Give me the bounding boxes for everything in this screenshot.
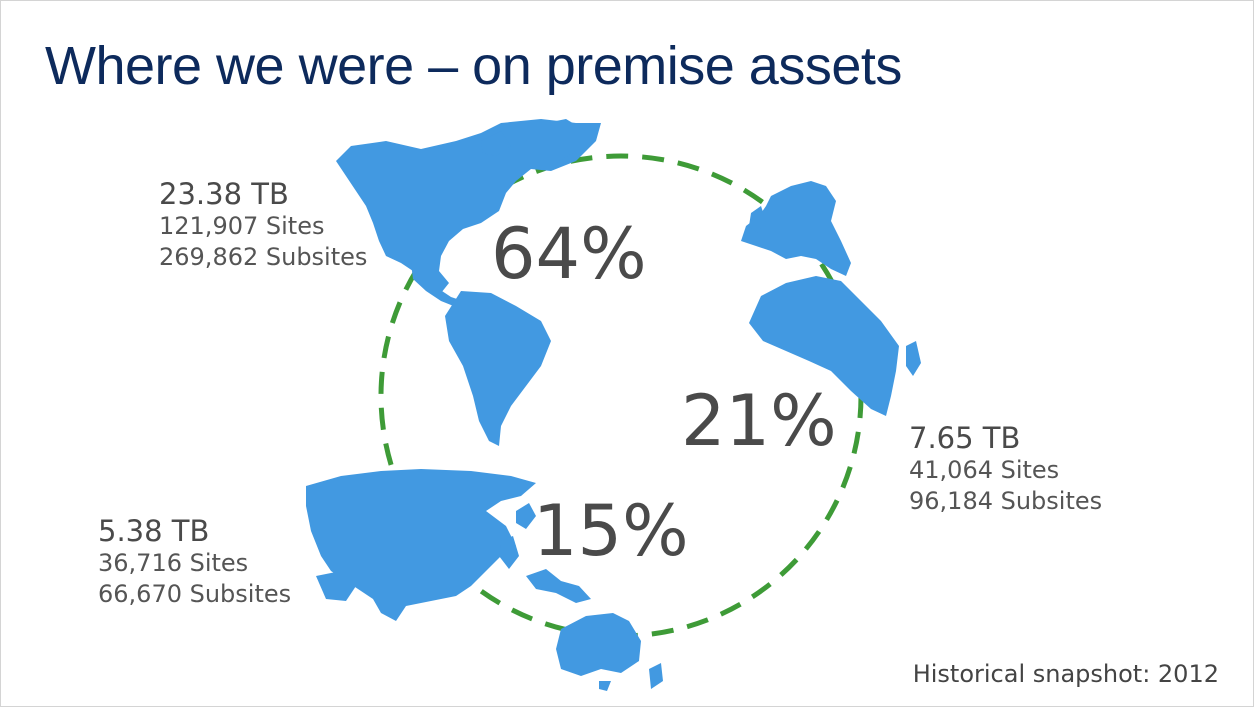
americas-percent: 64% (491, 213, 647, 295)
apac-sites: 36,716 Sites (98, 549, 249, 577)
madagascar-shape (906, 341, 921, 376)
south-america-shape (445, 291, 551, 446)
emea-stats: 7.65 TB 41,064 Sites 96,184 Subsites (909, 421, 1102, 517)
americas-subsites: 269,862 Subsites (159, 243, 368, 271)
apac-percent: 15% (533, 490, 689, 572)
emea-size: 7.65 TB (909, 421, 1021, 455)
apac-size: 5.38 TB (98, 514, 210, 548)
slide-title: Where we were – on premise assets (45, 36, 902, 96)
continents (306, 119, 921, 691)
hudson-island-shape (481, 131, 511, 156)
australia-shape (556, 613, 641, 676)
arabia-shape (316, 571, 356, 601)
emea-sites: 41,064 Sites (909, 456, 1060, 484)
historical-footnote: Historical snapshot: 2012 (912, 660, 1219, 688)
greenland-shape (526, 119, 586, 163)
africa-shape (749, 276, 899, 416)
new-zealand-shape (649, 663, 663, 689)
apac-stats: 5.38 TB 36,716 Sites 66,670 Subsites (98, 514, 291, 610)
japan-shape (516, 503, 536, 529)
indonesia-shape (526, 569, 591, 603)
americas-sites: 121,907 Sites (159, 212, 325, 240)
americas-size: 23.38 TB (159, 177, 289, 211)
tasmania-shape (599, 681, 611, 691)
emea-percent: 21% (681, 380, 837, 462)
north-america-shape (336, 119, 601, 293)
europe-shape (741, 181, 851, 276)
southeast-asia-shape (499, 536, 519, 569)
apac-subsites: 66,670 Subsites (98, 580, 292, 608)
emea-subsites: 96,184 Subsites (909, 487, 1103, 515)
uk-shape (749, 206, 766, 233)
americas-stats: 23.38 TB 121,907 Sites 269,862 Subsites (159, 177, 367, 273)
asia-shape (306, 469, 536, 621)
